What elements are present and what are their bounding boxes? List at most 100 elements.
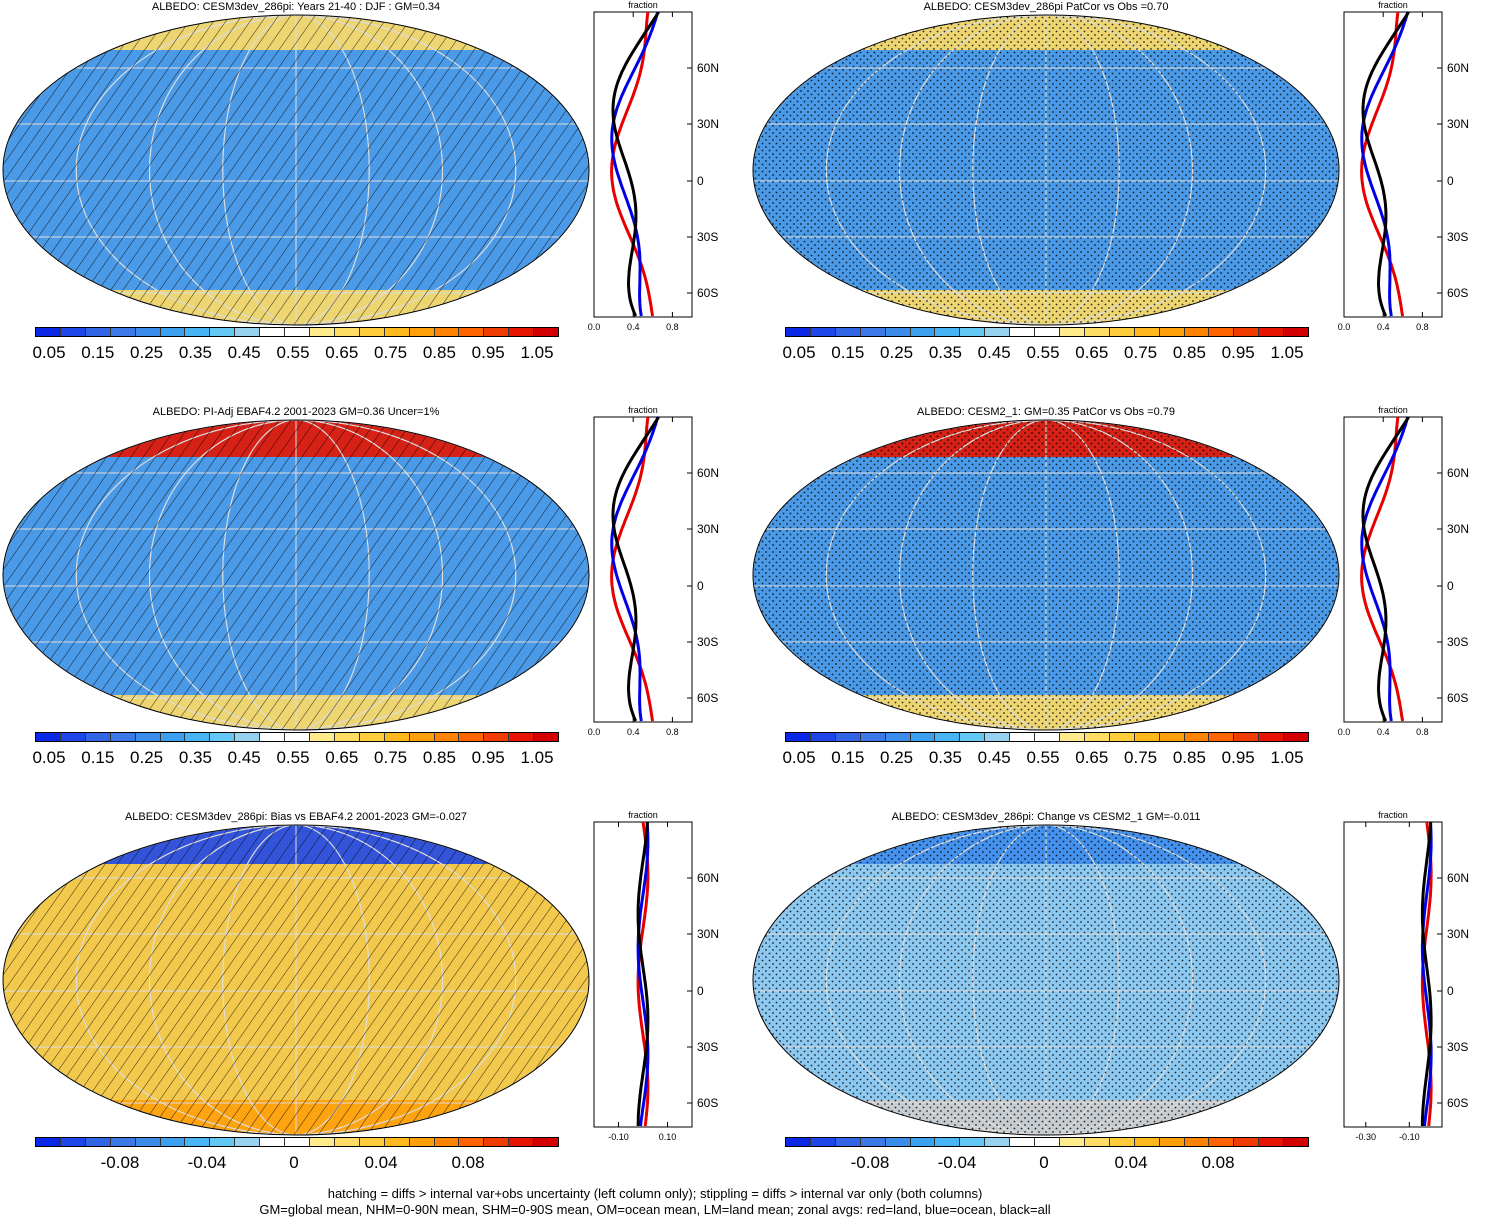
lat-label: 0 bbox=[697, 174, 704, 188]
colorbar-label: 0.04 bbox=[364, 1153, 398, 1172]
map bbox=[752, 824, 1340, 1136]
colorbar-label: 0.05 bbox=[782, 343, 816, 362]
colorbar-swatch bbox=[1109, 1138, 1135, 1146]
colorbar-swatch bbox=[1059, 328, 1085, 336]
colorbar-swatch bbox=[1284, 733, 1309, 741]
colorbar bbox=[785, 732, 1309, 742]
colorbar-label: 0.55 bbox=[1026, 343, 1060, 362]
colorbar-swatch bbox=[135, 328, 161, 336]
colorbar-swatch bbox=[235, 1138, 261, 1146]
colorbar-swatch bbox=[285, 733, 310, 741]
colorbar-swatch bbox=[910, 328, 936, 336]
zonal-curve bbox=[636, 821, 650, 1127]
colorbar-swatch bbox=[36, 733, 61, 741]
colorbar-swatch bbox=[786, 733, 811, 741]
colorbar-label: 0.85 bbox=[1172, 343, 1206, 362]
zonal-mean-plot: fraction 60N 30N 0 30S 60S 0.0 0.4 0.8 bbox=[1338, 0, 1469, 332]
fraction-label: fraction bbox=[1378, 0, 1408, 10]
colorbar-swatch bbox=[1109, 328, 1135, 336]
colorbar-label: 0.05 bbox=[782, 748, 816, 767]
colorbar-swatch bbox=[509, 733, 535, 741]
zonal-curve bbox=[1361, 416, 1410, 722]
zonal-curve bbox=[1360, 11, 1410, 317]
zonal-x-tick: 0.4 bbox=[627, 322, 640, 332]
lat-label: 0 bbox=[1447, 984, 1454, 998]
map bbox=[752, 419, 1340, 731]
colorbar-swatch bbox=[1284, 1138, 1309, 1146]
colorbar-swatch bbox=[459, 328, 485, 336]
colorbar-swatch bbox=[1035, 328, 1060, 336]
colorbar-swatch bbox=[334, 733, 360, 741]
colorbar-swatch bbox=[835, 328, 861, 336]
zonal-curve bbox=[610, 11, 660, 317]
colorbar bbox=[785, 1137, 1309, 1147]
colorbar-label: 0.25 bbox=[130, 748, 164, 767]
colorbar-swatch bbox=[534, 1138, 559, 1146]
lat-label: 30N bbox=[697, 927, 719, 941]
zonal-curve bbox=[636, 821, 650, 1127]
panel-p3: ALBEDO: PI-Adj EBAF4.2 2001-2023 GM=0.36… bbox=[0, 405, 735, 805]
lat-label: 60S bbox=[1447, 691, 1468, 705]
colorbar-swatch bbox=[810, 1138, 836, 1146]
colorbar-swatch bbox=[1259, 733, 1285, 741]
colorbar-swatch bbox=[110, 328, 136, 336]
colorbar-swatch bbox=[434, 328, 460, 336]
panel-title: ALBEDO: CESM3dev_286pi: Change vs CESM2_… bbox=[891, 811, 1201, 823]
colorbar-swatch bbox=[60, 328, 86, 336]
colorbar-label: 0.55 bbox=[1026, 748, 1060, 767]
map bbox=[2, 14, 590, 326]
colorbar-label: 0.45 bbox=[227, 748, 261, 767]
zonal-mean-plot: fraction 60N 30N 0 30S 60S -0.30 -0.10 bbox=[1343, 810, 1469, 1142]
colorbar-swatch bbox=[260, 1138, 286, 1146]
colorbar-label: 0.15 bbox=[831, 748, 865, 767]
colorbar-label: 0.75 bbox=[374, 343, 408, 362]
panel-title: ALBEDO: PI-Adj EBAF4.2 2001-2023 GM=0.36… bbox=[152, 406, 440, 418]
lat-label: 60S bbox=[1447, 1096, 1468, 1110]
fraction-label: fraction bbox=[628, 0, 658, 10]
colorbar-label: 0.15 bbox=[81, 748, 115, 767]
colorbar-swatch bbox=[185, 328, 211, 336]
zonal-x-tick: 0.8 bbox=[1416, 322, 1429, 332]
fraction-label: fraction bbox=[1378, 405, 1408, 415]
zonal-x-tick: 0.8 bbox=[666, 322, 679, 332]
colorbar-swatch bbox=[1209, 1138, 1235, 1146]
colorbar-swatch bbox=[985, 733, 1011, 741]
zonal-curve bbox=[610, 416, 660, 722]
colorbar-swatch bbox=[810, 328, 836, 336]
colorbar-swatch bbox=[1134, 1138, 1160, 1146]
colorbar-swatch bbox=[484, 328, 510, 336]
colorbar-swatch bbox=[935, 733, 961, 741]
colorbar-label: 0.55 bbox=[276, 748, 310, 767]
colorbar-label: 0.35 bbox=[178, 748, 212, 767]
colorbar-swatch bbox=[1184, 328, 1210, 336]
colorbar-label: 0.75 bbox=[374, 748, 408, 767]
colorbar-label: 0.35 bbox=[928, 748, 962, 767]
colorbar-labels: 0.05 0.15 0.25 0.35 0.45 0.55 0.65 0.75 0.85 0.95… bbox=[32, 748, 559, 768]
colorbar-label: 0.45 bbox=[977, 748, 1011, 767]
zonal-x-tick: -0.30 bbox=[1356, 1132, 1377, 1142]
fraction-label: fraction bbox=[628, 405, 658, 415]
colorbar-swatch bbox=[110, 1138, 136, 1146]
lat-label: 30S bbox=[1447, 635, 1468, 649]
map bbox=[752, 14, 1340, 326]
lat-label: 30N bbox=[1447, 117, 1469, 131]
colorbar-swatch bbox=[1059, 1138, 1085, 1146]
fraction-label: fraction bbox=[1378, 810, 1408, 820]
colorbar-swatch bbox=[235, 733, 261, 741]
colorbar-label: 0.95 bbox=[1221, 748, 1255, 767]
colorbar-swatch bbox=[334, 328, 360, 336]
colorbar-swatch bbox=[1035, 733, 1060, 741]
colorbar-swatch bbox=[260, 733, 286, 741]
colorbar-swatch bbox=[1284, 328, 1309, 336]
panel-p6: ALBEDO: CESM3dev_286pi: Change vs CESM2_… bbox=[750, 810, 1485, 1210]
colorbar-swatch bbox=[1184, 1138, 1210, 1146]
colorbar-swatch bbox=[210, 1138, 236, 1146]
colorbar-swatch bbox=[210, 733, 236, 741]
fraction-label: fraction bbox=[628, 810, 658, 820]
lat-label: 60S bbox=[697, 1096, 718, 1110]
colorbar-swatch bbox=[509, 1138, 535, 1146]
colorbar-swatch bbox=[309, 1138, 335, 1146]
colorbar-label: 0.25 bbox=[880, 343, 914, 362]
zonal-curve bbox=[1360, 11, 1405, 317]
lat-label: 30N bbox=[697, 117, 719, 131]
